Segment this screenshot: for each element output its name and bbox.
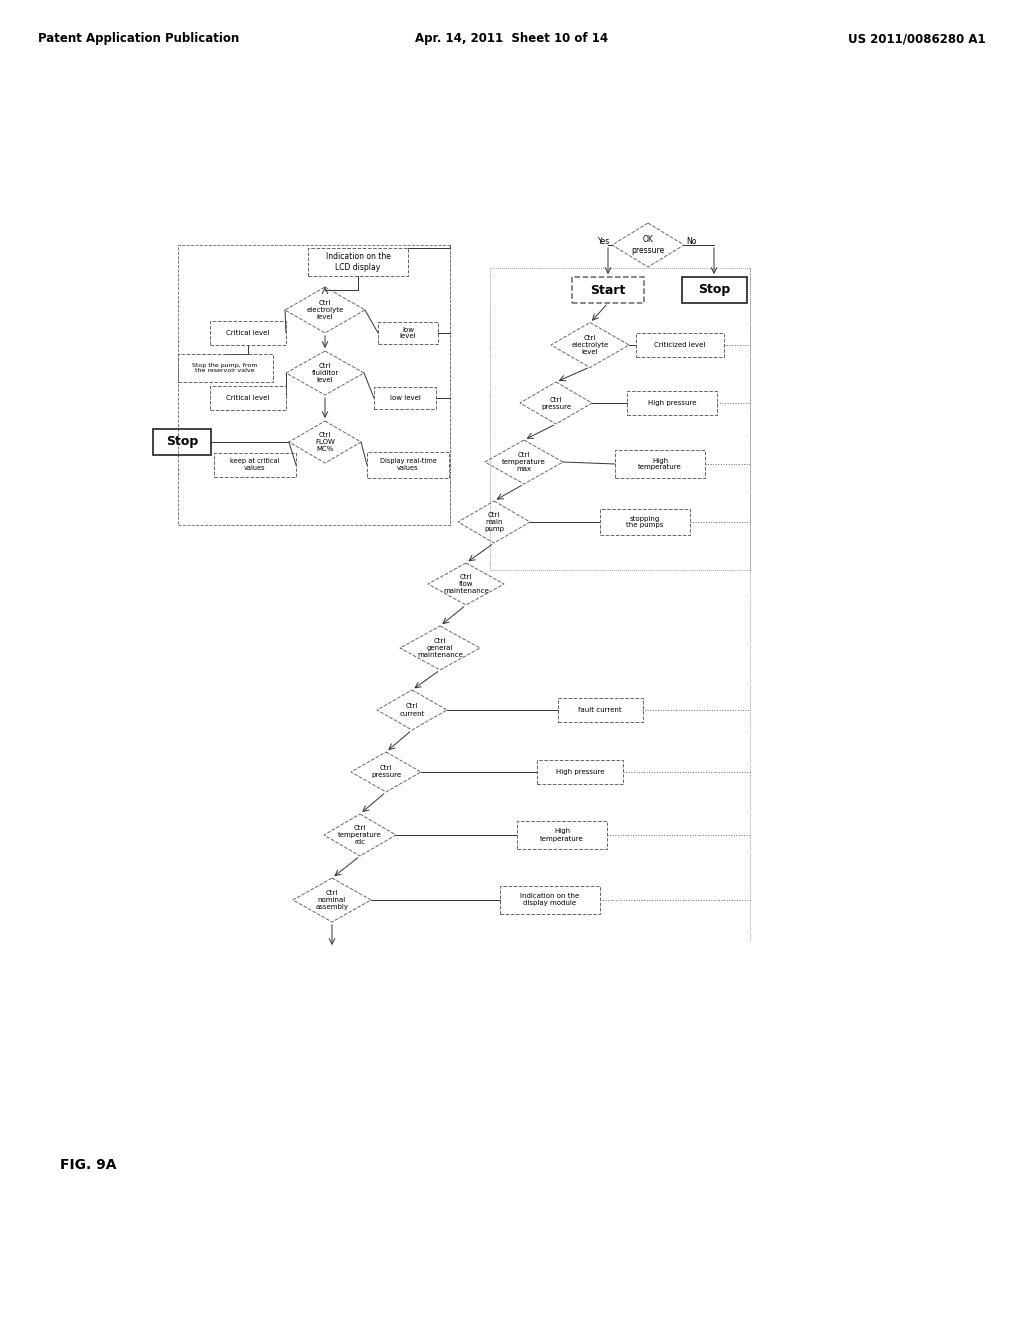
Text: Ctrl
main
pump: Ctrl main pump: [484, 512, 504, 532]
Text: Patent Application Publication: Patent Application Publication: [38, 32, 240, 45]
Text: Stop: Stop: [698, 284, 730, 297]
Text: High
temperature: High temperature: [540, 829, 584, 842]
Text: low
level: low level: [399, 326, 417, 339]
Text: Ctrl
general
maintenance: Ctrl general maintenance: [417, 638, 463, 657]
Text: fault current: fault current: [579, 708, 622, 713]
Text: Ctrl
flow
maintenance: Ctrl flow maintenance: [443, 574, 488, 594]
Text: Indication on the
display module: Indication on the display module: [520, 894, 580, 907]
Text: High
temperature: High temperature: [638, 458, 682, 470]
Text: low level: low level: [389, 395, 421, 401]
Text: OK
pressure: OK pressure: [632, 235, 665, 255]
Text: Ctrl
FLOW
MC%: Ctrl FLOW MC%: [315, 432, 335, 451]
Text: Stop the pump, from
the reservoir valve: Stop the pump, from the reservoir valve: [193, 363, 258, 374]
Text: Critical level: Critical level: [226, 330, 269, 337]
Text: stopping
the pumps: stopping the pumps: [627, 516, 664, 528]
Text: keep at critical
values: keep at critical values: [230, 458, 280, 471]
Text: Ctrl
fluiditor
level: Ctrl fluiditor level: [311, 363, 339, 383]
Text: High pressure: High pressure: [556, 770, 604, 775]
Text: Yes: Yes: [598, 236, 610, 246]
Text: Indication on the
LCD display: Indication on the LCD display: [326, 252, 390, 272]
Text: High pressure: High pressure: [648, 400, 696, 407]
Text: No: No: [686, 236, 696, 246]
Text: US 2011/0086280 A1: US 2011/0086280 A1: [848, 32, 986, 45]
Text: Stop: Stop: [166, 436, 198, 449]
Text: Ctrl
current: Ctrl current: [399, 704, 425, 717]
Text: Apr. 14, 2011  Sheet 10 of 14: Apr. 14, 2011 Sheet 10 of 14: [416, 32, 608, 45]
Text: Ctrl
electrolyte
level: Ctrl electrolyte level: [571, 335, 608, 355]
Text: FIG. 9A: FIG. 9A: [60, 1158, 117, 1172]
Text: Ctrl
temperature
rdc: Ctrl temperature rdc: [338, 825, 382, 845]
Text: Ctrl
temperature
max: Ctrl temperature max: [502, 451, 546, 473]
Text: Criticized level: Criticized level: [654, 342, 706, 348]
Text: Ctrl
electrolyte
level: Ctrl electrolyte level: [306, 300, 344, 319]
Text: Ctrl
pressure: Ctrl pressure: [541, 396, 571, 409]
Text: Ctrl
pressure: Ctrl pressure: [371, 766, 401, 779]
Text: Critical level: Critical level: [226, 395, 269, 401]
Text: Display real-time
values: Display real-time values: [380, 458, 436, 471]
Text: Ctrl
nominal
assembly: Ctrl nominal assembly: [315, 890, 348, 909]
Text: Start: Start: [590, 284, 626, 297]
